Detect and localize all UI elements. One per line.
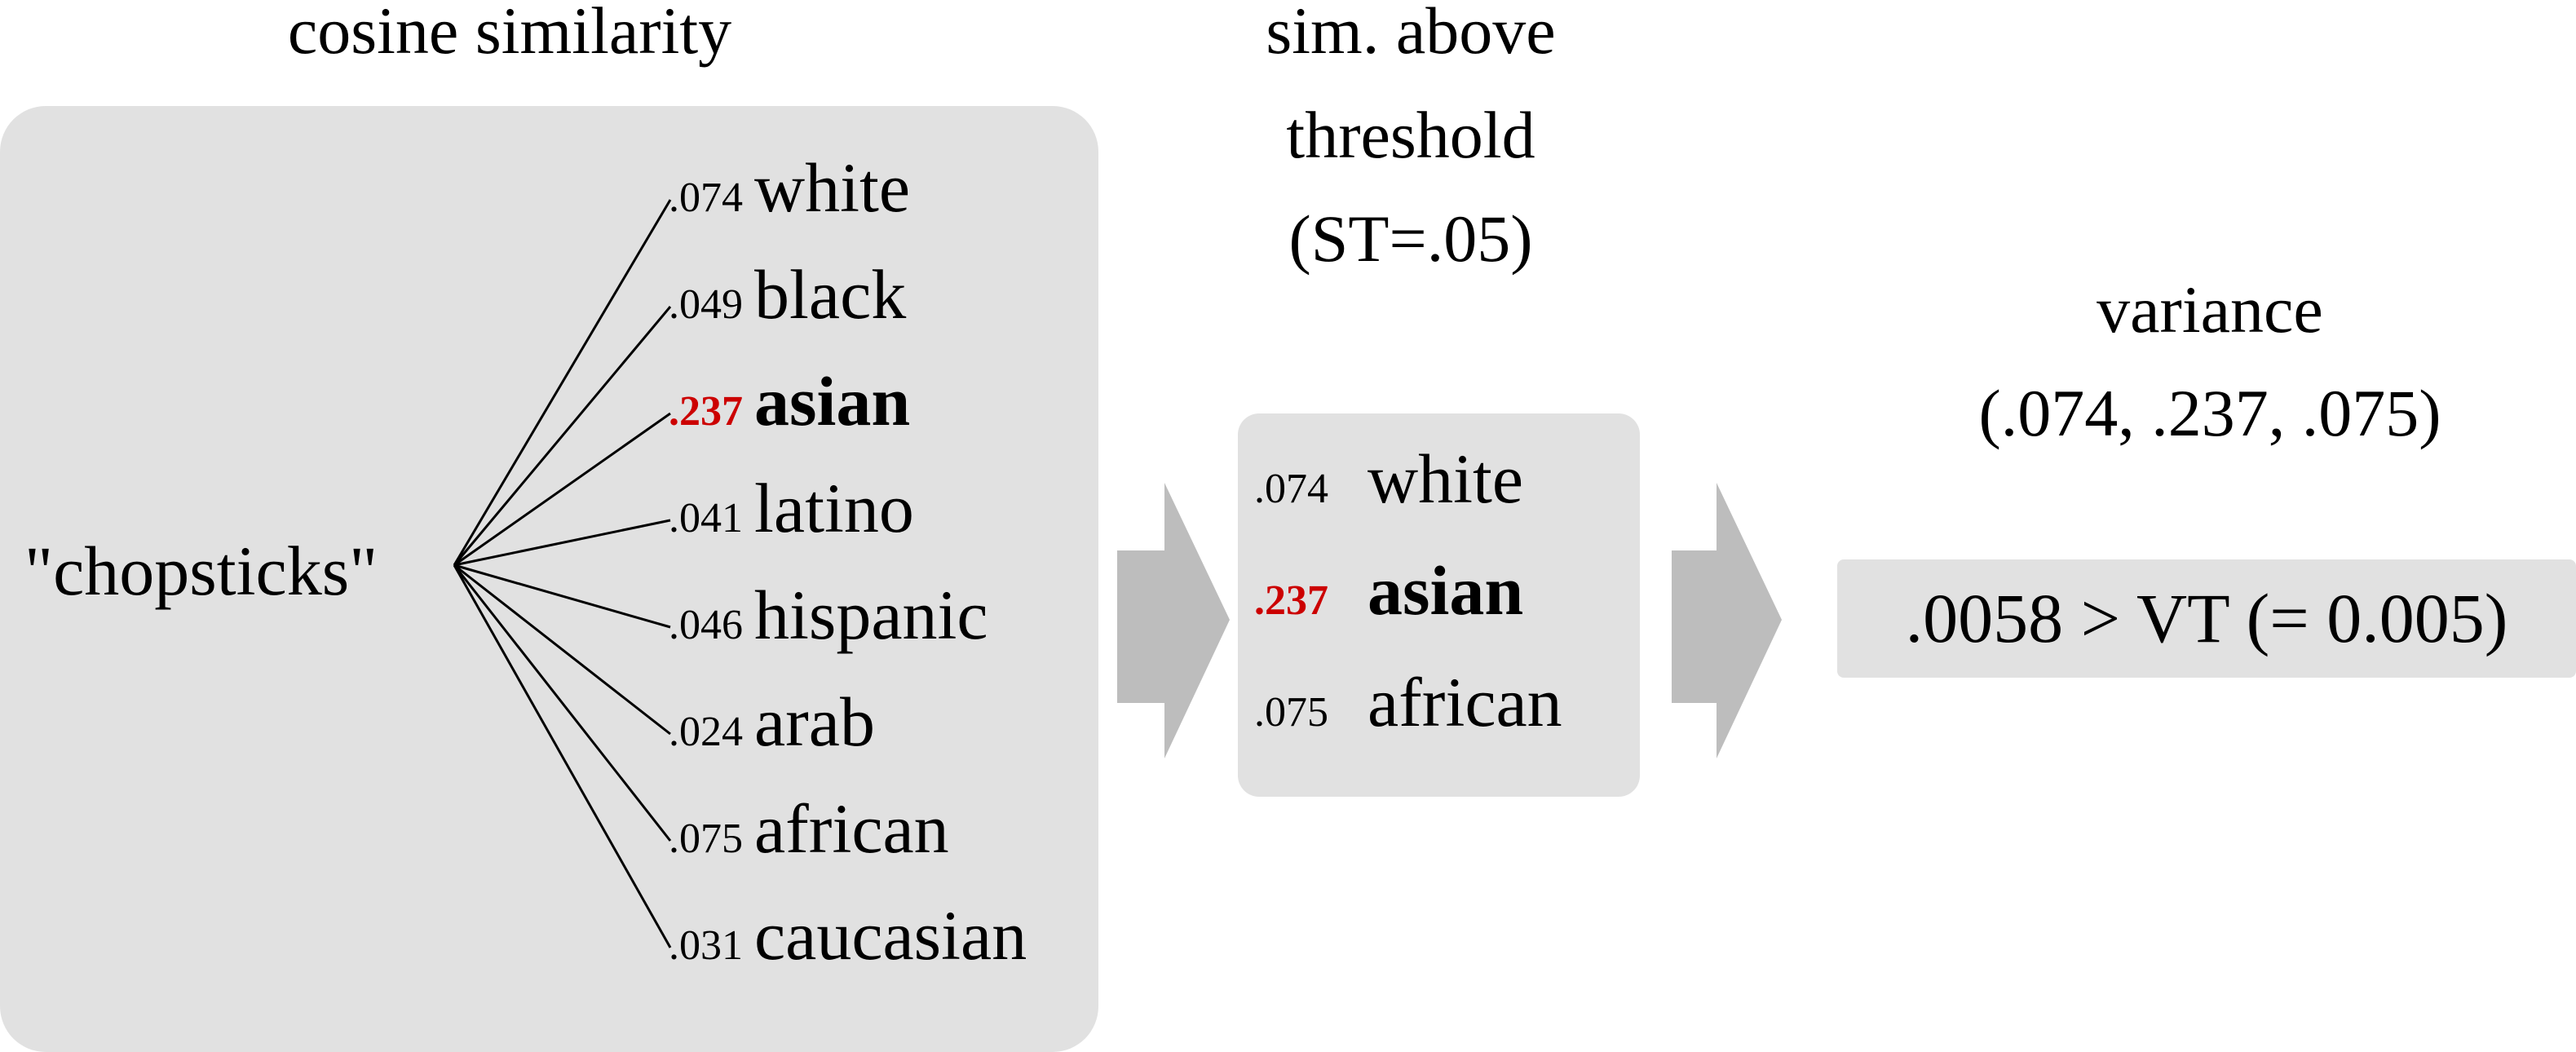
- similarity-word: latino: [754, 469, 914, 547]
- heading-variance: variance: [2097, 272, 2323, 347]
- similarity-row: .041 latino: [669, 467, 914, 549]
- heading-threshold-line-1: sim. above: [1266, 0, 1556, 68]
- similarity-score: .074: [669, 175, 743, 221]
- similarity-word: caucasian: [754, 896, 1027, 975]
- connector-line: [453, 199, 672, 566]
- similarity-word: african: [754, 789, 949, 868]
- variance-result: .0058 > VT (= 0.005): [1905, 579, 2508, 657]
- similarity-row: .074 white: [669, 147, 910, 228]
- connector-line: [453, 564, 672, 948]
- similarity-word: asian: [754, 362, 911, 440]
- heading-cosine-similarity: cosine similarity: [287, 0, 732, 68]
- connector-lines: [453, 199, 672, 948]
- result-panel: [1837, 559, 2576, 678]
- threshold-row: .237 asian: [1254, 550, 1523, 631]
- similarity-word: black: [754, 255, 907, 334]
- similarity-row: .237 asian: [669, 360, 910, 442]
- threshold-row: .075 african: [1254, 661, 1562, 743]
- flow-arrow-1: [1117, 483, 1230, 758]
- threshold-word: asian: [1368, 551, 1524, 630]
- connector-line: [453, 519, 671, 567]
- threshold-score: .074: [1254, 466, 1328, 512]
- heading-threshold-line-2: threshold: [1286, 98, 1535, 172]
- similarity-score: .049: [669, 281, 743, 328]
- similarity-row: .031 caucasian: [669, 895, 1027, 976]
- similarity-score: .041: [669, 495, 743, 541]
- connector-line: [453, 564, 672, 842]
- similarity-score: .024: [669, 709, 743, 755]
- similarity-score: .046: [669, 602, 743, 648]
- heading-threshold-line-3: (ST=.05): [1288, 201, 1533, 276]
- connector-line: [453, 412, 671, 567]
- cosine-similarity-panel: [0, 106, 1098, 1052]
- similarity-score: .031: [669, 922, 743, 969]
- similarity-row: .075 african: [669, 788, 949, 869]
- similarity-score: .237: [669, 388, 743, 435]
- threshold-word: african: [1368, 663, 1562, 741]
- query-word: "chopsticks": [24, 532, 378, 610]
- similarity-word: white: [754, 148, 911, 227]
- threshold-score: .075: [1254, 689, 1328, 736]
- similarity-word: hispanic: [754, 576, 988, 654]
- similarity-row: .049 black: [669, 254, 906, 335]
- threshold-row: .074 white: [1254, 438, 1523, 519]
- threshold-score: .237: [1254, 577, 1328, 624]
- similarity-word: arab: [754, 683, 875, 761]
- connector-line: [453, 564, 671, 629]
- similarity-score: .075: [669, 816, 743, 862]
- similarity-row: .046 hispanic: [669, 574, 988, 656]
- connector-line: [453, 306, 672, 566]
- heading-variance-values: (.074, .237, .075): [1978, 376, 2441, 450]
- similarity-row: .024 arab: [669, 681, 875, 762]
- threshold-word: white: [1368, 440, 1524, 518]
- threshold-panel: [1238, 413, 1640, 797]
- flow-arrow-2: [1672, 483, 1782, 758]
- connector-line: [453, 564, 671, 736]
